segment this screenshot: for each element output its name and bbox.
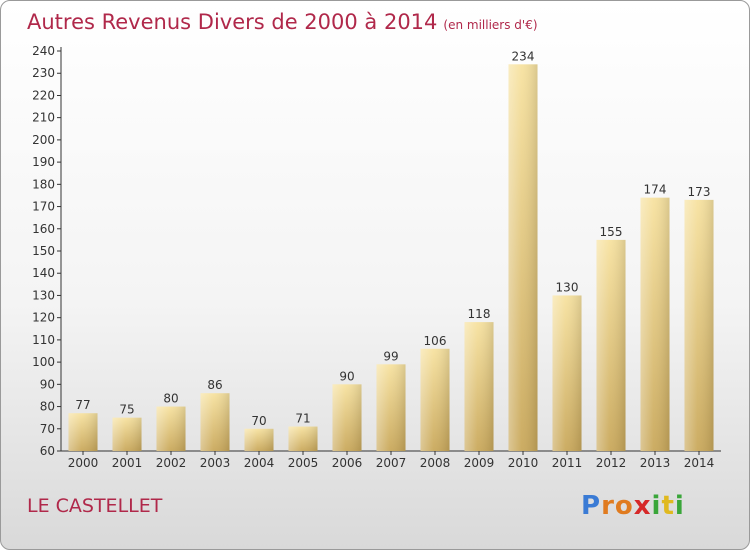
x-tick-label: 2011 bbox=[552, 456, 583, 470]
bar-value-label: 155 bbox=[600, 225, 623, 239]
y-tick-label: 90 bbox=[40, 377, 55, 391]
y-tick-label: 150 bbox=[32, 244, 55, 258]
logo-letter: i bbox=[651, 491, 662, 521]
bar-value-label: 99 bbox=[383, 349, 398, 363]
y-tick-label: 100 bbox=[32, 355, 55, 369]
logo-letter: t bbox=[661, 491, 675, 521]
bar-value-label: 106 bbox=[424, 334, 447, 348]
x-tick-label: 2006 bbox=[332, 456, 363, 470]
bar-value-label: 80 bbox=[163, 392, 178, 406]
bar-value-label: 173 bbox=[688, 185, 711, 199]
bar-shade bbox=[244, 428, 274, 451]
x-tick-label: 2010 bbox=[508, 456, 539, 470]
y-tick-label: 130 bbox=[32, 288, 55, 302]
bar-shade bbox=[684, 199, 714, 451]
y-tick-label: 160 bbox=[32, 222, 55, 236]
y-tick-label: 190 bbox=[32, 155, 55, 169]
bar-shade bbox=[420, 348, 450, 451]
y-tick-label: 70 bbox=[40, 422, 55, 436]
y-tick-label: 220 bbox=[32, 88, 55, 102]
bar-shade bbox=[332, 384, 362, 451]
y-tick-label: 120 bbox=[32, 311, 55, 325]
y-tick-label: 110 bbox=[32, 333, 55, 347]
bar-shade bbox=[156, 406, 186, 451]
bar-shade bbox=[596, 239, 626, 451]
x-tick-label: 2002 bbox=[156, 456, 187, 470]
y-tick-label: 180 bbox=[32, 177, 55, 191]
bar-value-label: 71 bbox=[295, 412, 310, 426]
logo-letter: o bbox=[614, 491, 634, 521]
bar-value-label: 130 bbox=[556, 280, 579, 294]
x-tick-label: 2008 bbox=[420, 456, 451, 470]
bar-shade bbox=[552, 295, 582, 451]
y-tick-label: 200 bbox=[32, 133, 55, 147]
y-tick-label: 140 bbox=[32, 266, 55, 280]
y-tick-label: 240 bbox=[32, 44, 55, 58]
title-text: Autres Revenus Divers de 2000 à 2014 bbox=[27, 10, 438, 34]
y-tick-label: 230 bbox=[32, 66, 55, 80]
axes: 60 70 80 90 100 110 120 130 140 150 160 170 180 190 20… bbox=[32, 44, 721, 470]
bar-value-label: 86 bbox=[207, 378, 222, 392]
x-tick-label: 2012 bbox=[596, 456, 627, 470]
logo-letter: i bbox=[674, 491, 685, 521]
chart-title: Autres Revenus Divers de 2000 à 2014 (en … bbox=[27, 10, 538, 34]
logo-letter: r bbox=[601, 491, 615, 521]
x-tick-label: 2007 bbox=[376, 456, 407, 470]
x-tick-label: 2000 bbox=[68, 456, 99, 470]
y-tick-label: 60 bbox=[40, 444, 55, 458]
bar-value-label: 77 bbox=[75, 398, 90, 412]
x-tick-label: 2001 bbox=[112, 456, 143, 470]
bar-shade bbox=[464, 322, 494, 451]
x-tick-label: 2004 bbox=[244, 456, 275, 470]
bar-shade bbox=[640, 197, 670, 451]
bar-shade bbox=[112, 417, 142, 451]
bar-shade bbox=[288, 426, 318, 451]
x-tick-label: 2009 bbox=[464, 456, 495, 470]
bar-value-label: 174 bbox=[644, 183, 667, 197]
x-tick-label: 2013 bbox=[640, 456, 671, 470]
bar-value-label: 75 bbox=[119, 403, 134, 417]
bar-shade bbox=[200, 393, 230, 451]
bar-value-label: 70 bbox=[251, 414, 266, 428]
proxiti-logo[interactable]: Proxiti bbox=[581, 491, 685, 521]
chart-subtitle: (en milliers d'€) bbox=[443, 18, 538, 32]
bar-value-label: 118 bbox=[468, 307, 491, 321]
bar-shade bbox=[68, 413, 98, 451]
y-tick-label: 170 bbox=[32, 200, 55, 214]
bars: 77 75 80 86 70 71 90 99 106 118 234 130 155 174 173 bbox=[68, 49, 714, 452]
x-tick-label: 2005 bbox=[288, 456, 319, 470]
x-tick-label: 2014 bbox=[684, 456, 715, 470]
logo-letter: x bbox=[633, 491, 652, 521]
bar-shade bbox=[376, 364, 406, 451]
place-name: LE CASTELLET bbox=[27, 495, 163, 517]
y-tick-label: 210 bbox=[32, 111, 55, 125]
y-tick-label: 80 bbox=[40, 400, 55, 414]
logo-letter: P bbox=[581, 491, 602, 521]
bar-value-label: 90 bbox=[339, 369, 354, 383]
bar-shade bbox=[508, 64, 538, 452]
x-tick-label: 2003 bbox=[200, 456, 231, 470]
bar-value-label: 234 bbox=[512, 49, 535, 63]
